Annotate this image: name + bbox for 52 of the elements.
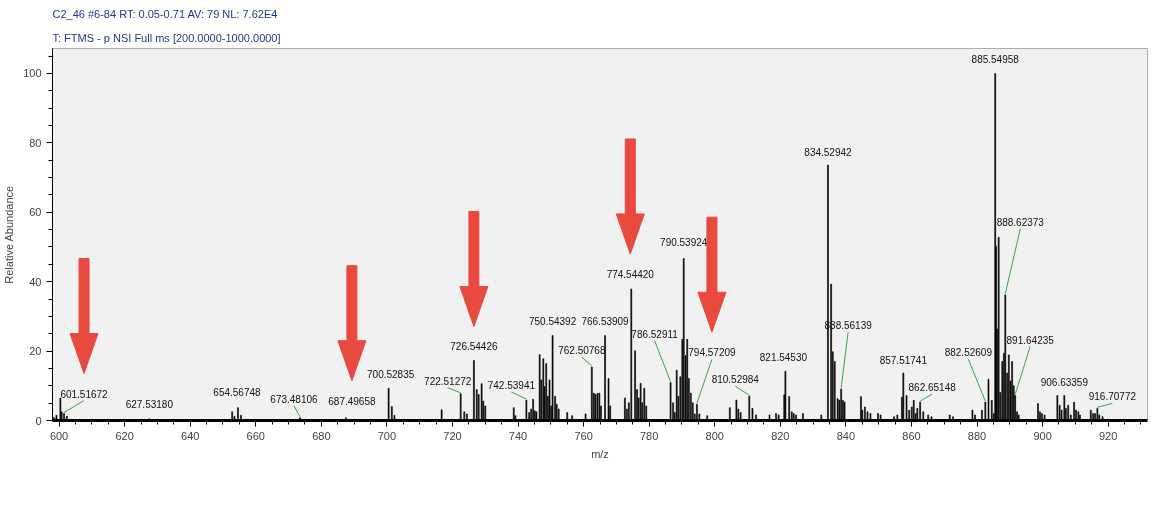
y-tick-label: 0 <box>35 414 42 427</box>
annotation: 857.51741 <box>879 354 928 366</box>
x-tick-label: 780 <box>640 429 659 442</box>
annotation: 834.52942 <box>804 147 853 159</box>
annotation: 766.53909 <box>581 316 630 328</box>
annotation: 627.53180 <box>125 398 174 410</box>
x-tick-label: 720 <box>443 429 462 442</box>
annotation: 687.49658 <box>328 395 376 407</box>
annotation: 750.54392 <box>528 316 577 328</box>
annotation: 742.53941 <box>487 380 536 392</box>
annotation: 891.64235 <box>1006 334 1055 346</box>
y-tick-label: 80 <box>29 136 42 149</box>
annotation: 906.63359 <box>1040 376 1089 388</box>
x-tick-label: 900 <box>1033 429 1052 442</box>
annotation: 794.57209 <box>688 347 737 359</box>
y-axis-title: Relative Abundance <box>3 185 16 284</box>
annotation: 810.52984 <box>711 374 760 386</box>
chart-title: C2_46 #6-84 RT: 0.05-0.71 AV: 79 NL: 7.62E4 <box>52 7 278 20</box>
annotation: 862.65148 <box>908 382 957 394</box>
x-axis-title: m/z <box>591 447 609 460</box>
x-tick-label: 860 <box>902 429 921 442</box>
y-tick-label: 100 <box>23 67 42 80</box>
x-tick-label: 620 <box>115 429 134 442</box>
annotation: 700.52835 <box>367 369 415 381</box>
x-tick-label: 640 <box>181 429 200 442</box>
annotation: 722.51272 <box>424 375 472 387</box>
x-tick-label: 820 <box>771 429 790 442</box>
annotation: 726.54426 <box>450 341 498 353</box>
annotation: 654.56748 <box>213 386 262 398</box>
x-tick-label: 660 <box>246 429 265 442</box>
annotation: 821.54530 <box>759 352 808 364</box>
x-tick-label: 800 <box>705 429 724 442</box>
annotation: 916.70772 <box>1088 391 1137 403</box>
y-tick-label: 60 <box>29 206 42 219</box>
x-tick-label: 840 <box>836 429 856 442</box>
annotation: 601.51672 <box>60 388 109 400</box>
x-tick-label: 680 <box>312 429 331 442</box>
annotation: 882.52609 <box>944 347 993 359</box>
annotation: 774.54420 <box>606 268 655 280</box>
x-tick-label: 880 <box>967 429 987 442</box>
x-tick-label: 760 <box>574 429 593 442</box>
x-tick-label: 740 <box>508 429 528 442</box>
x-tick-label: 700 <box>377 429 397 442</box>
y-tick-label: 40 <box>29 275 42 288</box>
annotation: 885.54958 <box>971 54 1020 66</box>
x-tick-label: 600 <box>49 429 69 442</box>
x-tick-label: 920 <box>1098 429 1118 442</box>
chart-subtitle: T: FTMS - p NSI Full ms [200.0000-1000.0000] <box>52 31 281 44</box>
annotation: 673.48106 <box>270 393 319 405</box>
y-tick-label: 20 <box>29 345 42 358</box>
annotation: 888.62373 <box>996 216 1045 228</box>
annotation: 790.53924 <box>660 237 708 249</box>
